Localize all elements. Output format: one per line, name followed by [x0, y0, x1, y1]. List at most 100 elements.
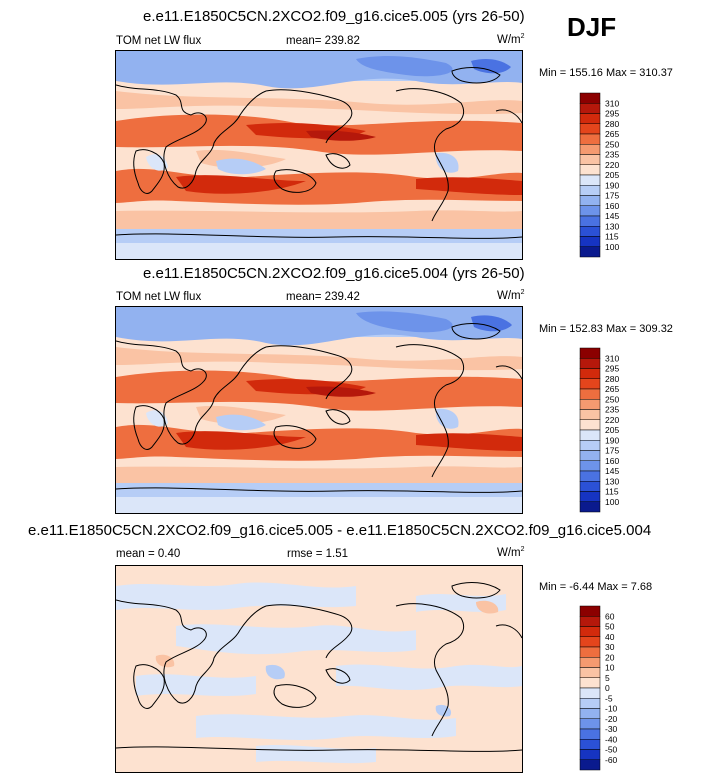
- colorbar-tick-label: 160: [605, 201, 619, 211]
- colorbar-box: [579, 759, 601, 771]
- colorbar-tick-label: 130: [605, 221, 619, 231]
- panel-2-minmax: Min = 152.83 Max = 309.32: [539, 323, 673, 335]
- colorbar-tick-label: 205: [605, 425, 619, 435]
- colorbar-tick-label: -40: [605, 734, 618, 744]
- colorbar-box: [579, 368, 601, 379]
- panel-2-title: e.e11.E1850C5CN.2XCO2.f09_g16.cice5.004 …: [143, 265, 525, 282]
- colorbar-box: [579, 388, 601, 400]
- colorbar-box: [579, 419, 601, 431]
- colorbar-tick-label: 310: [605, 353, 619, 363]
- colorbar-tick-label: -30: [605, 724, 618, 734]
- colorbar-box: [579, 616, 601, 627]
- colorbar-tick-label: 145: [605, 466, 619, 476]
- colorbar-box: [579, 450, 601, 461]
- colorbar-box: [579, 113, 601, 124]
- colorbar-tick-label: 5: [605, 673, 610, 683]
- colorbar-tick-label: 50: [605, 622, 615, 632]
- colorbar-tick-label: 40: [605, 632, 615, 642]
- colorbar-box: [579, 164, 601, 176]
- colorbar-box: [579, 739, 601, 750]
- colorbar-box: [579, 605, 601, 617]
- colorbar-tick-label: 295: [605, 109, 619, 119]
- colorbar-tick-label: 160: [605, 456, 619, 466]
- colorbar-tick-label: 265: [605, 384, 619, 394]
- colorbar-box: [579, 205, 601, 217]
- colorbar-tick-label: 10: [605, 663, 615, 673]
- colorbar-box: [579, 657, 601, 668]
- panel-1-map: [115, 50, 523, 260]
- colorbar-box: [579, 215, 601, 227]
- colorbar-box: [579, 195, 601, 206]
- colorbar-tick-label: 115: [605, 232, 619, 242]
- colorbar-box: [579, 470, 601, 482]
- colorbar-tick-label: 115: [605, 487, 619, 497]
- colorbar-box: [579, 246, 601, 258]
- colorbar-tick-label: 0: [605, 683, 610, 693]
- colorbar-box: [579, 440, 601, 451]
- colorbar-tick-label: 220: [605, 415, 619, 425]
- colorbar-box: [579, 409, 601, 420]
- colorbar-tick-label: 220: [605, 160, 619, 170]
- colorbar-box: [579, 646, 601, 658]
- panel-2-variable-label: TOM net LW flux: [116, 291, 202, 303]
- colorbar-tick-label: -60: [605, 755, 618, 765]
- colorbar-tick-label: 145: [605, 211, 619, 221]
- panel-2-map: [115, 306, 523, 514]
- colorbar-box: [579, 708, 601, 719]
- colorbar-tick-label: 250: [605, 394, 619, 404]
- colorbar-box: [579, 677, 601, 689]
- colorbar-tick-label: 175: [605, 446, 619, 456]
- colorbar-tick-label: 235: [605, 405, 619, 415]
- colorbar-tick-label: -20: [605, 714, 618, 724]
- colorbar-box: [579, 226, 601, 237]
- colorbar-tick-label: 30: [605, 642, 615, 652]
- panel-3-map: [115, 565, 523, 773]
- colorbar-tick-label: 205: [605, 170, 619, 180]
- colorbar-box: [579, 133, 601, 145]
- colorbar-box: [579, 667, 601, 678]
- panel-1-minmax: Min = 155.16 Max = 310.37: [539, 67, 673, 79]
- panel-2-field: [116, 307, 522, 513]
- panel-1-mean-label: mean= 239.82: [286, 35, 360, 47]
- colorbar-box: [579, 460, 601, 472]
- panel-1-colorbar-svg: 3102952802652502352202051901751601451301…: [579, 92, 619, 258]
- colorbar-tick-label: 310: [605, 98, 619, 108]
- colorbar-tick-label: 235: [605, 150, 619, 160]
- colorbar-tick-label: 60: [605, 611, 615, 621]
- panel-3-field: [116, 566, 522, 772]
- panel-1-variable-label: TOM net LW flux: [116, 35, 202, 47]
- panel-1-field: [116, 51, 522, 259]
- panel-2-mean-label: mean= 239.42: [286, 291, 360, 303]
- colorbar-tick-label: 250: [605, 139, 619, 149]
- colorbar-tick-label: 295: [605, 364, 619, 374]
- colorbar-box: [579, 347, 601, 359]
- colorbar-box: [579, 728, 601, 740]
- colorbar-box: [579, 174, 601, 186]
- colorbar-box: [579, 636, 601, 648]
- colorbar-box: [579, 154, 601, 165]
- colorbar-box: [579, 378, 601, 390]
- panel-3-minmax: Min = -6.44 Max = 7.68: [539, 581, 653, 593]
- colorbar-box: [579, 481, 601, 492]
- colorbar-tick-label: -5: [605, 693, 613, 703]
- panel-3-mean-label: mean = 0.40: [116, 548, 181, 560]
- colorbar-box: [579, 92, 601, 104]
- colorbar-box: [579, 491, 601, 502]
- panel-3-colorbar: 60 50 40 30 20 10 5 0 -5 -10 -20 -30 -40 -50 -60: [579, 605, 620, 771]
- colorbar-box: [579, 185, 601, 196]
- colorbar-box: [579, 718, 601, 730]
- panel-3-rmse-label: rmse = 1.51: [287, 548, 349, 560]
- colorbar-tick-label: 190: [605, 180, 619, 190]
- colorbar-box: [579, 103, 601, 114]
- colorbar-box: [579, 123, 601, 135]
- panel-2-units: W/m2: [497, 289, 525, 302]
- colorbar-box: [579, 749, 601, 760]
- colorbar-box: [579, 236, 601, 247]
- colorbar-tick-label: 175: [605, 191, 619, 201]
- panel-1-units: W/m2: [497, 33, 525, 46]
- colorbar-box: [579, 687, 601, 699]
- colorbar-box: [579, 144, 601, 155]
- panel-2-colorbar: 310 295 280 265 250 235 220 205 190 175 160 145 130 1…: [579, 347, 620, 513]
- colorbar-tick-label: 130: [605, 476, 619, 486]
